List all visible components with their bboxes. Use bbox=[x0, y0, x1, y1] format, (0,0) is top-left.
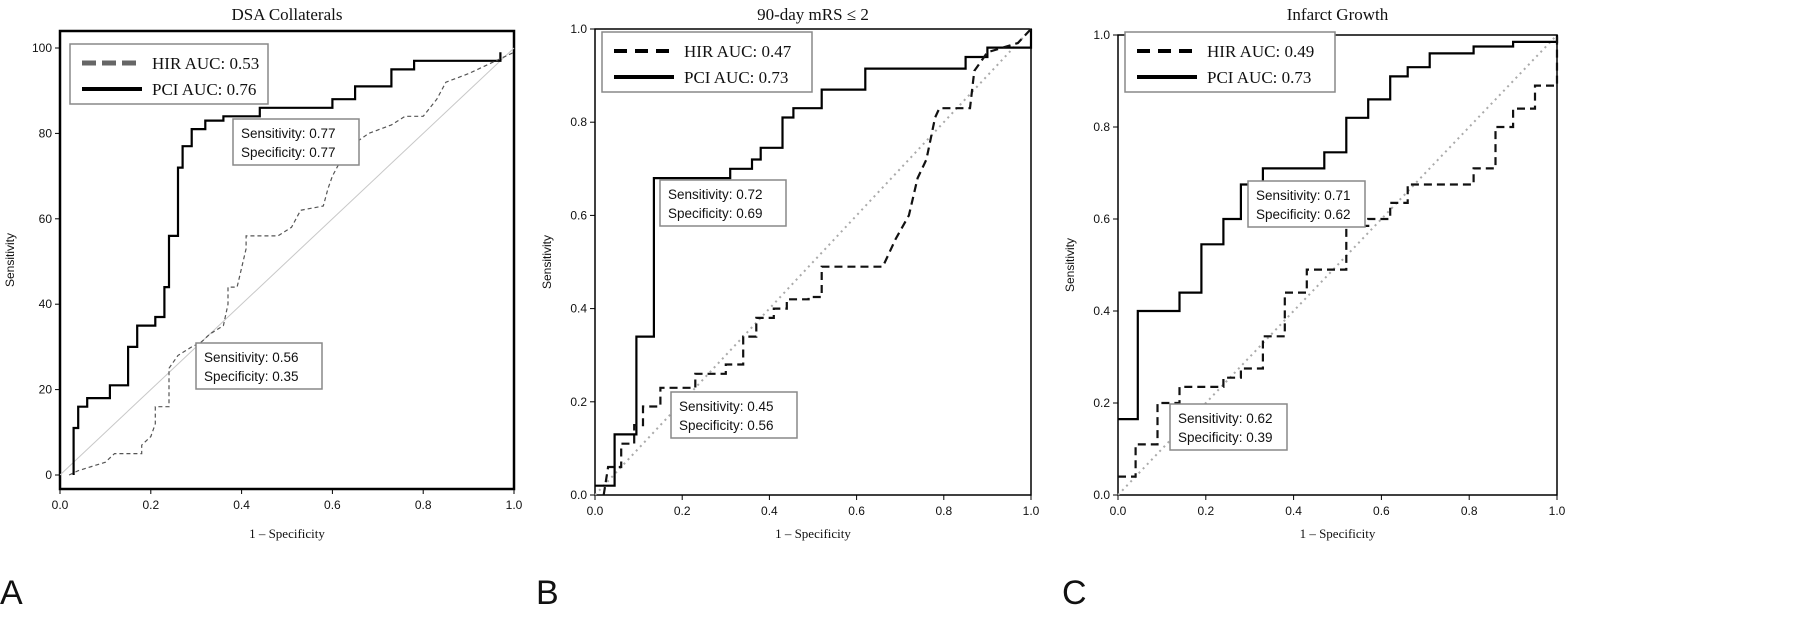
hir-roc-line bbox=[1118, 35, 1559, 478]
reference-diagonal bbox=[59, 47, 515, 476]
x-tick-label: 1.0 bbox=[506, 498, 523, 512]
y-tick-label: 0.2 bbox=[570, 395, 587, 409]
y-tick-label: 0.6 bbox=[1093, 212, 1110, 226]
y-tick-label: 60 bbox=[39, 212, 53, 226]
x-axis-label: 1 – Specificity bbox=[1300, 526, 1376, 541]
annotation-specificity: Specificity: 0.77 bbox=[241, 145, 336, 160]
y-tick-label: 0.4 bbox=[570, 302, 587, 316]
chart-title: 90-day mRS ≤ 2 bbox=[757, 5, 869, 24]
annotation-box bbox=[195, 342, 323, 390]
x-tick-label: 0.2 bbox=[674, 504, 691, 518]
x-tick-label: 0.6 bbox=[324, 498, 341, 512]
y-tick-label: 0 bbox=[45, 468, 52, 482]
y-tick-label: 0.8 bbox=[1093, 120, 1110, 134]
panel-letter: B bbox=[536, 574, 559, 612]
annotation-box bbox=[670, 391, 798, 439]
pci-cutoff-annotation: Sensitivity: 0.77 Specificity: 0.77 bbox=[232, 118, 360, 166]
x-tick-label: 1.0 bbox=[1023, 504, 1040, 518]
legend-label-pci: PCI AUC: 0.73 bbox=[684, 68, 788, 87]
panel-a: 0.0 0.2 0.4 0.6 0.8 1.0 0 20 40 60 80 100 DSA Collat… bbox=[0, 5, 523, 612]
legend-label-pci: PCI AUC: 0.76 bbox=[152, 80, 256, 99]
reference-diagonal bbox=[1117, 34, 1558, 496]
x-tick-label: 0.6 bbox=[1373, 504, 1390, 518]
y-tick-label: 80 bbox=[39, 126, 53, 140]
hir-roc-line bbox=[68, 51, 515, 476]
annotation-sensitivity: Sensitivity: 0.45 bbox=[679, 399, 774, 414]
annotation-sensitivity: Sensitivity: 0.71 bbox=[1256, 188, 1351, 203]
x-tick-label: 0.4 bbox=[233, 498, 250, 512]
x-tick-label: 0.4 bbox=[1285, 504, 1302, 518]
chart-title: DSA Collaterals bbox=[232, 5, 343, 24]
x-tick-label: 0.0 bbox=[1110, 504, 1127, 518]
legend-box bbox=[69, 43, 269, 105]
x-tick-label: 0.8 bbox=[935, 504, 952, 518]
pci-cutoff-annotation: Sensitivity: 0.72 Specificity: 0.69 bbox=[659, 179, 787, 227]
legend-label-hir: HIR AUC: 0.47 bbox=[684, 42, 792, 61]
annotation-specificity: Specificity: 0.39 bbox=[1178, 430, 1273, 445]
legend-label-hir: HIR AUC: 0.53 bbox=[152, 54, 259, 73]
annotation-specificity: Specificity: 0.69 bbox=[668, 206, 763, 221]
annotation-box bbox=[1169, 403, 1288, 451]
panel-b: 0.0 0.2 0.4 0.6 0.8 1.0 0.0 0.2 0.4 0.6 0.8 1.0 90-d… bbox=[536, 5, 1040, 612]
panel-letter: C bbox=[1062, 574, 1087, 612]
plot-frame bbox=[1117, 34, 1558, 496]
hir-cutoff-annotation: Sensitivity: 0.56 Specificity: 0.35 bbox=[195, 342, 323, 390]
x-tick-label: 0.8 bbox=[415, 498, 432, 512]
y-tick-label: 0.0 bbox=[570, 488, 587, 502]
y-tick-label: 0.6 bbox=[570, 208, 587, 222]
y-axis-label: Sensitivity bbox=[3, 233, 17, 287]
plot-frame bbox=[594, 28, 1032, 496]
y-tick-label: 20 bbox=[39, 383, 53, 397]
annotation-box bbox=[659, 179, 787, 227]
x-tick-label: 1.0 bbox=[1549, 504, 1566, 518]
pci-roc-line bbox=[595, 29, 1033, 487]
reference-diagonal bbox=[594, 28, 1032, 496]
annotation-specificity: Specificity: 0.56 bbox=[679, 418, 774, 433]
legend-label-hir: HIR AUC: 0.49 bbox=[1207, 42, 1314, 61]
pci-roc-line bbox=[1118, 35, 1559, 421]
annotation-specificity: Specificity: 0.62 bbox=[1256, 207, 1351, 222]
hir-cutoff-annotation: Sensitivity: 0.62 Specificity: 0.39 bbox=[1169, 403, 1288, 451]
y-tick-label: 0.8 bbox=[570, 115, 587, 129]
annotation-box bbox=[1247, 180, 1366, 228]
y-tick-label: 1.0 bbox=[570, 22, 587, 36]
y-tick-label: 40 bbox=[39, 297, 53, 311]
panel-letter: A bbox=[0, 574, 23, 612]
x-tick-label: 0.6 bbox=[848, 504, 865, 518]
y-tick-label: 100 bbox=[32, 41, 52, 55]
pci-roc-line bbox=[72, 52, 502, 475]
x-axis-label: 1 – Specificity bbox=[249, 526, 325, 541]
hir-cutoff-annotation: Sensitivity: 0.45 Specificity: 0.56 bbox=[670, 391, 798, 439]
annotation-sensitivity: Sensitivity: 0.56 bbox=[204, 350, 299, 365]
legend-label-pci: PCI AUC: 0.73 bbox=[1207, 68, 1311, 87]
y-tick-label: 0.0 bbox=[1093, 488, 1110, 502]
pci-cutoff-annotation: Sensitivity: 0.71 Specificity: 0.62 bbox=[1247, 180, 1366, 228]
chart-title: Infarct Growth bbox=[1287, 5, 1389, 24]
y-axis-label: Sensitivity bbox=[540, 235, 554, 289]
hir-roc-line bbox=[602, 28, 1032, 496]
y-tick-label: 1.0 bbox=[1093, 28, 1110, 42]
legend-box bbox=[1124, 31, 1336, 93]
annotation-sensitivity: Sensitivity: 0.77 bbox=[241, 126, 336, 141]
x-tick-label: 0.0 bbox=[52, 498, 69, 512]
y-axis-label: Sensitivity bbox=[1063, 238, 1077, 292]
x-tick-label: 0.2 bbox=[142, 498, 159, 512]
annotation-specificity: Specificity: 0.35 bbox=[204, 369, 299, 384]
annotation-sensitivity: Sensitivity: 0.62 bbox=[1178, 411, 1273, 426]
y-tick-label: 0.4 bbox=[1093, 304, 1110, 318]
x-tick-label: 0.0 bbox=[587, 504, 604, 518]
panel-c: 0.0 0.2 0.4 0.6 0.8 1.0 0.0 0.2 0.4 0.6 0.8 1.0 Infa… bbox=[1062, 5, 1566, 612]
x-tick-label: 0.4 bbox=[761, 504, 778, 518]
legend-box bbox=[601, 31, 813, 93]
x-tick-label: 0.2 bbox=[1197, 504, 1214, 518]
plot-frame bbox=[58, 29, 516, 491]
x-axis-label: 1 – Specificity bbox=[775, 526, 851, 541]
annotation-sensitivity: Sensitivity: 0.72 bbox=[668, 187, 763, 202]
y-tick-label: 0.2 bbox=[1093, 396, 1110, 410]
annotation-box bbox=[232, 118, 360, 166]
x-tick-label: 0.8 bbox=[1461, 504, 1478, 518]
